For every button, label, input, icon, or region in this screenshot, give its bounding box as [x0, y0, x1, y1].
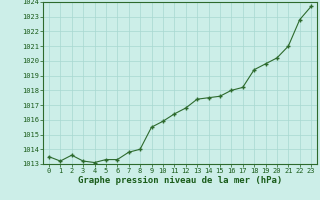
X-axis label: Graphe pression niveau de la mer (hPa): Graphe pression niveau de la mer (hPa)	[78, 176, 282, 185]
